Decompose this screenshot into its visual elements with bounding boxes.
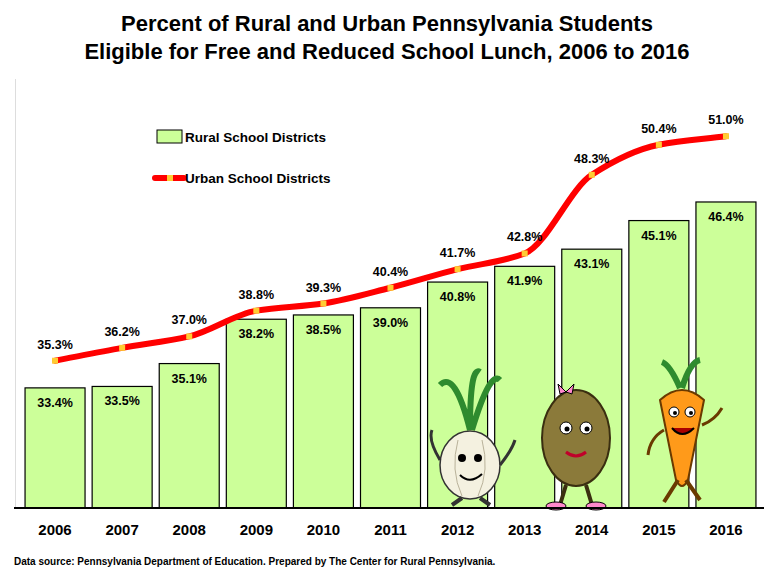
marker [656, 142, 662, 148]
chart: Percent of Rural and Urban Pennsylvania … [0, 0, 774, 578]
onion-lines [455, 440, 485, 496]
mouth [460, 474, 482, 480]
bar [293, 315, 353, 508]
eye [669, 407, 679, 417]
legend: Rural School Districts Urban School Distr… [155, 130, 331, 186]
line-marks [52, 133, 729, 364]
x-tick-label: 2006 [38, 521, 71, 538]
line-label: 36.2% [104, 325, 139, 339]
bar-label: 33.5% [104, 394, 139, 408]
line-label: 35.3% [37, 338, 72, 352]
bar-label: 33.4% [37, 396, 72, 410]
title: Percent of Rural and Urban Pennsylvania … [84, 11, 689, 64]
eye [560, 422, 572, 434]
legend-marker [167, 175, 173, 181]
onion [440, 431, 500, 499]
carrot-leaves [662, 360, 700, 388]
line-label: 48.3% [574, 152, 609, 166]
bar-label: 43.1% [574, 257, 609, 271]
x-tick-label: 2008 [173, 521, 206, 538]
legend-label: Rural School Districts [185, 130, 326, 145]
marker [388, 285, 394, 291]
marker [119, 345, 125, 351]
x-tick-label: 2010 [307, 521, 340, 538]
bar [25, 388, 85, 508]
eye [474, 454, 482, 462]
mouth [566, 452, 586, 456]
line-label: 39.3% [306, 281, 341, 295]
arms [431, 430, 515, 465]
legend-label: Urban School Districts [185, 171, 331, 186]
marker [723, 133, 729, 139]
x-tick-label: 2015 [642, 521, 675, 538]
bar [159, 364, 219, 508]
bar-label: 38.2% [239, 327, 274, 341]
pupil [673, 411, 677, 415]
legs [560, 485, 592, 505]
onion-leaves [440, 371, 500, 430]
decoration [431, 360, 722, 510]
line-label: 40.4% [373, 265, 408, 279]
source-note: Data source: Pennsylvania Department of … [14, 556, 495, 567]
line-label: 50.4% [641, 122, 676, 136]
line-label: 42.8% [507, 230, 542, 244]
bar-label: 41.9% [507, 274, 542, 288]
pupil [585, 427, 590, 432]
line [55, 136, 726, 361]
x-tick-label: 2012 [441, 521, 474, 538]
marker [455, 266, 461, 272]
title-line: Eligible for Free and Reduced School Lun… [84, 39, 689, 64]
x-tick-label: 2014 [575, 521, 609, 538]
marker [52, 358, 58, 364]
marker [320, 301, 326, 307]
bar [495, 266, 555, 508]
marker [589, 172, 595, 178]
bar [696, 202, 756, 508]
bar [361, 308, 421, 508]
marker [522, 250, 528, 256]
bar-label: 46.4% [708, 210, 743, 224]
line-label: 41.7% [440, 246, 475, 260]
legs [664, 480, 700, 502]
bar-label: 40.8% [440, 290, 475, 304]
marks [25, 202, 756, 508]
pupil [689, 411, 693, 415]
pupil [565, 427, 570, 432]
x-axis-line [14, 507, 764, 509]
legend-swatch [155, 175, 184, 181]
marker [253, 308, 259, 314]
line-label: 37.0% [172, 313, 207, 327]
x-tick-label: 2013 [508, 521, 541, 538]
y-axis-line [15, 79, 16, 508]
bar [226, 319, 286, 508]
bar-label: 45.1% [641, 229, 676, 243]
line-label: 38.8% [239, 288, 274, 302]
arms [648, 408, 722, 455]
mouth [672, 428, 694, 434]
data-labels: 33.4% 33.5% 35.1% 38.2% 38.5% 39.0% 40.8% 41.9%… [37, 113, 743, 410]
bar [92, 386, 152, 508]
bar-label: 39.0% [373, 316, 408, 330]
potato [542, 390, 610, 486]
eye [580, 422, 592, 434]
x-tick-label: 2007 [105, 521, 138, 538]
bar-label: 38.5% [306, 323, 341, 337]
line-label: 51.0% [708, 113, 743, 127]
title-line: Percent of Rural and Urban Pennsylvania … [121, 11, 653, 36]
eye [685, 407, 695, 417]
eye [458, 454, 466, 462]
x-tick-label: 2009 [240, 521, 273, 538]
marker [186, 333, 192, 339]
bow [558, 384, 574, 394]
legend-swatch [157, 130, 182, 143]
x-tick-label: 2016 [709, 521, 742, 538]
carrot [660, 390, 704, 486]
x-tick-label: 2011 [374, 521, 407, 538]
legs [452, 498, 490, 505]
bar-label: 35.1% [172, 372, 207, 386]
